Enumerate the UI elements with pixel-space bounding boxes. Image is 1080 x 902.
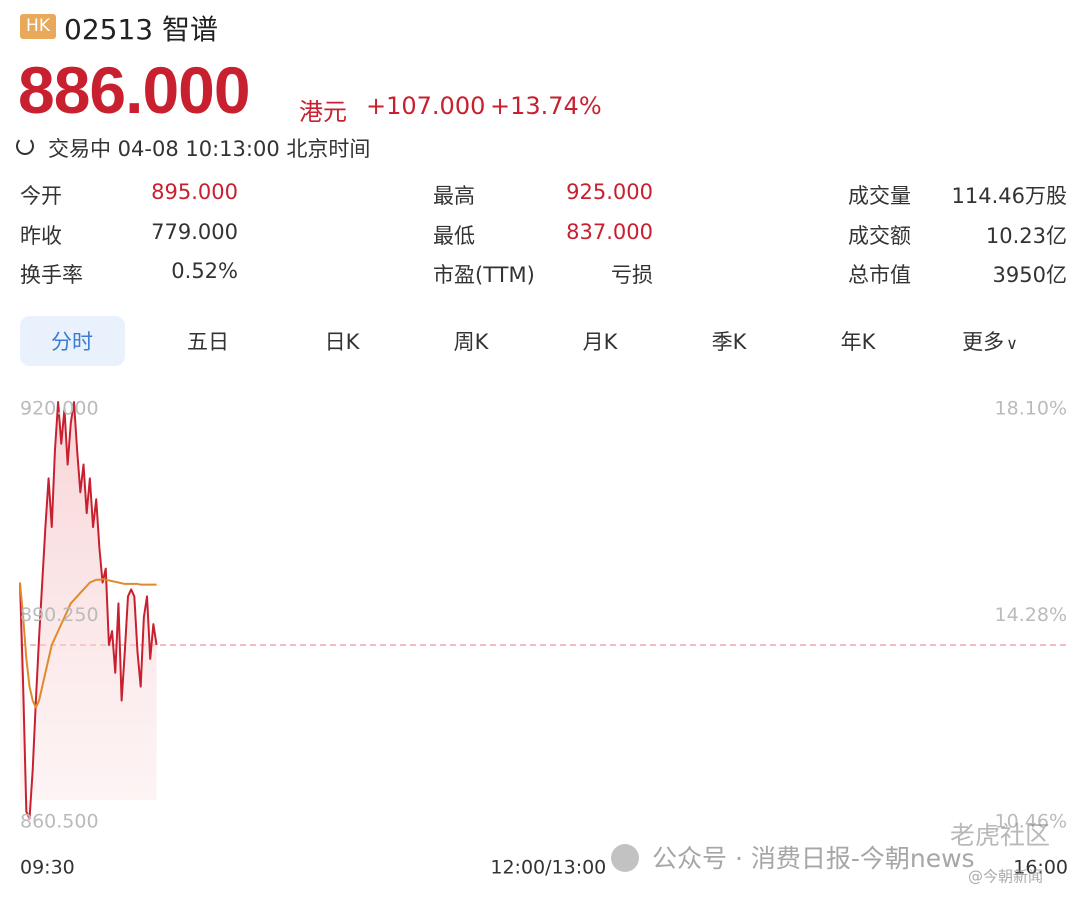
stat-label: 市盈(TTM) xyxy=(433,263,535,287)
x-tick-label: 12:00/13:00 xyxy=(490,857,606,879)
market-badge: HK xyxy=(20,14,56,39)
price: 886.000 xyxy=(18,53,251,127)
tab[interactable]: 季K xyxy=(711,330,747,354)
stat-label: 换手率 xyxy=(20,263,83,287)
y-tick-label: 920.000 xyxy=(20,398,99,420)
y-tick-label: 860.500 xyxy=(20,811,99,833)
stat-label: 昨收 xyxy=(20,224,62,248)
stat-value: 925.000 xyxy=(566,180,653,204)
tab[interactable]: 分时 xyxy=(51,330,93,354)
stat-value: 114.46万股 xyxy=(951,184,1067,208)
stat-value: 3950亿 xyxy=(992,263,1067,287)
tab[interactable]: 日K xyxy=(324,330,360,354)
watermark: 公众号 · 消费日报-今朝news xyxy=(652,844,975,873)
y2-tick-label: 14.28% xyxy=(995,604,1067,626)
tab[interactable]: 周K xyxy=(453,330,489,354)
stat-label: 今开 xyxy=(20,184,62,208)
stat-value: 779.000 xyxy=(151,220,238,244)
watermark: @今朝新闻 xyxy=(968,868,1043,886)
stat-value: 837.000 xyxy=(566,220,653,244)
stat-value: 10.23亿 xyxy=(985,224,1067,248)
wechat-icon xyxy=(611,844,639,872)
tab[interactable]: 年K xyxy=(840,330,876,354)
price-change-pct: +13.74% xyxy=(490,92,602,120)
y-tick-label: 890.250 xyxy=(20,604,99,626)
stat-label: 最高 xyxy=(433,184,475,208)
chevron: ∨ xyxy=(1006,334,1018,353)
watermark: 老虎社区 xyxy=(950,821,1050,850)
y2-tick-label: 18.10% xyxy=(995,398,1067,420)
stock-name: 智谱 xyxy=(161,13,218,46)
active-tab-bg xyxy=(20,316,125,366)
y2-tick-label: 10.46% xyxy=(995,811,1067,833)
stat-label: 总市值 xyxy=(848,263,911,287)
stat-value: 0.52% xyxy=(171,259,238,283)
trade-status: 交易中 04-08 10:13:00 北京时间 xyxy=(48,137,371,161)
price-change: +107.000 xyxy=(366,92,486,120)
stock-title: 02513 智谱 xyxy=(64,8,218,48)
x-tick-label: 09:30 xyxy=(20,857,75,879)
currency: 港元 xyxy=(299,98,347,126)
stat-label: 成交量 xyxy=(848,184,911,208)
stat-label: 成交额 xyxy=(848,224,911,248)
stat-label: 最低 xyxy=(433,224,475,248)
stock-code: 02513 xyxy=(64,13,154,46)
tab[interactable]: 月K xyxy=(582,330,618,354)
stat-value: 亏损 xyxy=(611,263,653,287)
average-line xyxy=(19,578,157,709)
price-area xyxy=(20,402,157,819)
tab[interactable]: 五日 xyxy=(187,330,229,354)
price-line xyxy=(19,401,158,820)
x-tick-label: 16:00 xyxy=(1013,857,1068,879)
tab[interactable]: 更多 ∨ xyxy=(962,330,1018,354)
stat-value: 895.000 xyxy=(151,180,238,204)
status-icon xyxy=(16,137,34,155)
